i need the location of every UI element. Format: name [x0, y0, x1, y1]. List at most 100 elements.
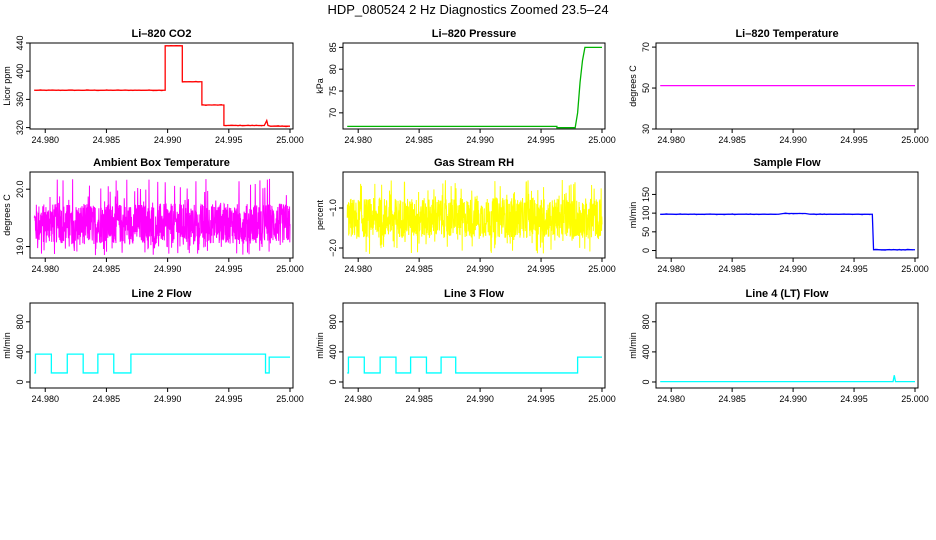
chart-panel-1: Li–820 CO2 Licor ppm 24.980 24.985 24.990 24.… [2, 28, 304, 145]
series-line [33, 178, 291, 256]
x-tick-label: 24.995 [840, 394, 868, 404]
x-tick-label: 24.985 [93, 135, 121, 145]
series-line [34, 45, 290, 127]
plot-frame [29, 42, 294, 130]
series-line [660, 212, 915, 251]
x-tick-label: 24.990 [154, 135, 182, 145]
x-tick-label: 24.990 [779, 264, 807, 274]
plot-frame [29, 302, 294, 389]
x-tick-label: 24.995 [527, 264, 555, 274]
x-tick-label: 24.980 [657, 264, 685, 274]
y-tick-label: 0 [328, 379, 338, 384]
x-tick-label: 25.000 [588, 394, 616, 404]
y-tick-label: 0 [15, 379, 25, 384]
x-tick-label: 25.000 [276, 135, 304, 145]
chart-title: Line 4 (LT) Flow [746, 288, 829, 300]
y-axis-label: Licor ppm [2, 66, 12, 106]
plot-area [660, 212, 915, 251]
y-tick-label: −1.0 [328, 199, 338, 217]
plot-area [34, 44, 290, 128]
x-tick-label: 24.990 [779, 135, 807, 145]
y-tick-label: 360 [15, 92, 25, 107]
y-tick-label: −2.0 [328, 239, 338, 257]
x-tick-label: 25.000 [588, 135, 616, 145]
series-line [660, 375, 915, 383]
x-tick-label: 24.985 [93, 394, 121, 404]
x-tick-label: 24.990 [779, 394, 807, 404]
chart-title: Line 2 Flow [132, 288, 192, 300]
chart-panel-5: Gas Stream RH percent 24.980 24.985 24.990 24… [315, 157, 616, 274]
y-tick-label: 70 [328, 108, 338, 118]
plot-frame [655, 171, 919, 259]
chart-panel-9: Line 4 (LT) Flow ml/min 24.980 24.985 24.990… [628, 288, 929, 404]
x-tick-label: 25.000 [276, 264, 304, 274]
series-line [34, 353, 290, 374]
y-tick-label: 400 [641, 344, 651, 359]
plot-area [660, 375, 915, 383]
y-tick-label: 440 [15, 35, 25, 50]
plot-frame [342, 171, 606, 259]
x-tick-label: 24.980 [344, 264, 372, 274]
plot-frame [342, 302, 606, 389]
x-tick-label: 24.980 [31, 394, 59, 404]
y-tick-label: 50 [641, 227, 651, 237]
y-tick-label: 0 [641, 248, 651, 253]
x-tick-label: 24.995 [527, 394, 555, 404]
y-tick-label: 400 [15, 64, 25, 79]
plot-frame [29, 171, 294, 259]
plot-area [34, 353, 290, 374]
y-tick-label: 320 [15, 120, 25, 135]
chart-title: Ambient Box Temperature [93, 157, 230, 169]
x-tick-label: 24.995 [215, 264, 243, 274]
x-tick-label: 25.000 [901, 394, 929, 404]
y-axis-label: ml/min [315, 332, 325, 359]
y-tick-label: 85 [328, 42, 338, 52]
x-tick-label: 24.985 [718, 135, 746, 145]
plot-frame [655, 302, 919, 389]
x-tick-label: 24.990 [466, 135, 494, 145]
y-tick-label: 800 [15, 314, 25, 329]
y-axis-label: degrees C [2, 194, 12, 236]
y-axis-label: ml/min [628, 332, 638, 359]
x-tick-label: 24.985 [93, 264, 121, 274]
chart-title: Li–820 Pressure [432, 28, 516, 40]
x-tick-label: 24.990 [466, 264, 494, 274]
x-tick-label: 24.985 [405, 135, 433, 145]
y-tick-label: 50 [641, 83, 651, 93]
x-tick-label: 24.990 [154, 264, 182, 274]
x-tick-label: 24.980 [344, 135, 372, 145]
series-line [346, 180, 603, 254]
page-title: HDP_080524 2 Hz Diagnostics Zoomed 23.5–… [327, 2, 609, 17]
x-tick-label: 24.990 [466, 394, 494, 404]
y-tick-label: 150 [641, 187, 651, 202]
x-tick-label: 24.995 [840, 135, 868, 145]
y-tick-label: 70 [641, 42, 651, 52]
y-tick-label: 0 [641, 379, 651, 384]
x-tick-label: 24.995 [215, 394, 243, 404]
chart-title: Li–820 Temperature [735, 28, 838, 40]
x-tick-label: 24.995 [840, 264, 868, 274]
y-axis-label: kPa [315, 78, 325, 94]
x-tick-label: 24.985 [718, 264, 746, 274]
x-tick-label: 24.985 [405, 264, 433, 274]
y-axis-label: ml/min [2, 332, 12, 359]
plot-area [347, 356, 602, 374]
chart-title: Line 3 Flow [444, 288, 504, 300]
x-tick-label: 24.985 [405, 394, 433, 404]
y-tick-label: 100 [641, 206, 651, 221]
x-tick-label: 25.000 [588, 264, 616, 274]
plot-area [346, 180, 603, 254]
series-noise [660, 212, 914, 251]
plot-frame [655, 42, 919, 130]
x-tick-label: 24.980 [31, 264, 59, 274]
x-tick-label: 24.995 [527, 135, 555, 145]
series-noise [34, 44, 289, 128]
x-tick-label: 24.985 [718, 394, 746, 404]
y-tick-label: 800 [641, 314, 651, 329]
chart-panel-8: Line 3 Flow ml/min 24.980 24.985 24.990 24.99… [315, 288, 616, 404]
series-line [347, 356, 602, 374]
x-tick-label: 24.990 [154, 394, 182, 404]
y-axis-label: degrees C [628, 65, 638, 107]
y-tick-label: 19.0 [15, 238, 25, 256]
